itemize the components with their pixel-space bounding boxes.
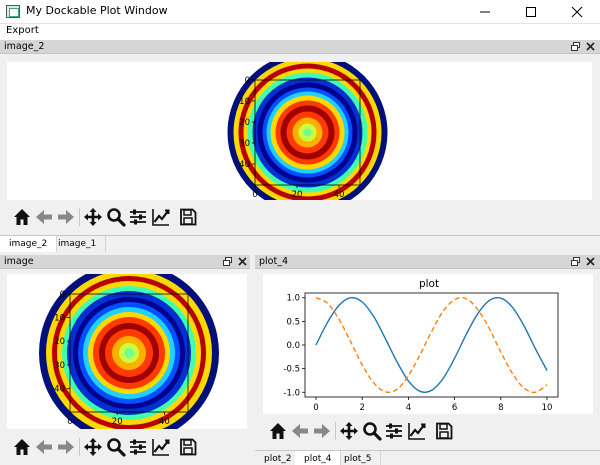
y-tick-label: 40 bbox=[54, 384, 65, 394]
zoom-icon[interactable] bbox=[106, 437, 126, 457]
save-icon[interactable] bbox=[178, 207, 198, 227]
menu-export[interactable]: Export bbox=[6, 25, 39, 36]
edit-axis-icon[interactable] bbox=[151, 437, 171, 457]
toolbar-separator bbox=[335, 422, 336, 440]
dock-title-bar-top[interactable]: image_2 bbox=[0, 40, 600, 54]
pan-icon[interactable] bbox=[83, 207, 103, 227]
toolbar-left bbox=[7, 432, 247, 462]
line-axes: 0 2 4 6 8 10 1.0 0.5 0.0 -0.5 -1.0 bbox=[283, 294, 552, 413]
save-icon[interactable] bbox=[178, 437, 198, 457]
configure-subplots-icon[interactable] bbox=[128, 437, 148, 457]
y-tick-label: 20 bbox=[54, 337, 65, 347]
y-tick-label: 0.5 bbox=[286, 317, 300, 327]
x-tick-label: 20 bbox=[112, 417, 123, 427]
maximize-button[interactable] bbox=[508, 0, 554, 24]
x-tick-label: 10 bbox=[542, 403, 553, 413]
y-tick-label: 0 bbox=[60, 290, 65, 300]
edit-axis-icon[interactable] bbox=[407, 421, 427, 441]
heatmap-frame bbox=[254, 79, 361, 186]
dock-title-left: image bbox=[4, 256, 34, 267]
heatmap-axes: 0 20 40 0 10 20 30 40 bbox=[239, 76, 344, 200]
minimize-button[interactable] bbox=[462, 0, 508, 24]
configure-subplots-icon[interactable] bbox=[384, 421, 404, 441]
y-tick-label: 10 bbox=[54, 314, 65, 324]
figure-canvas-right[interactable]: plot 0 2 4 6 8 10 1.0 0.5 0.0 -0.5 -1.0 bbox=[263, 274, 593, 414]
close-icon[interactable] bbox=[585, 41, 596, 52]
back-arrow-icon[interactable] bbox=[34, 207, 54, 227]
x-tick-label: 4 bbox=[406, 403, 411, 413]
y-tick-label: -0.5 bbox=[283, 365, 300, 375]
close-button[interactable] bbox=[554, 0, 600, 24]
menu-bar: Export bbox=[0, 24, 600, 40]
toolbar-separator bbox=[79, 438, 80, 456]
dock-title-bar-left[interactable]: image bbox=[0, 255, 250, 269]
dock-title-top: image_2 bbox=[4, 41, 45, 52]
y-tick-label: 20 bbox=[239, 118, 250, 128]
forward-arrow-icon[interactable] bbox=[312, 421, 332, 441]
pan-icon[interactable] bbox=[339, 421, 359, 441]
x-tick-label: 40 bbox=[334, 190, 345, 200]
tab-image-1[interactable]: image_1 bbox=[49, 236, 107, 252]
y-tick-label: 10 bbox=[239, 97, 250, 107]
heatmap-image bbox=[39, 263, 219, 443]
toolbar-separator bbox=[79, 208, 80, 226]
y-tick-label: 30 bbox=[54, 361, 65, 371]
float-icon[interactable] bbox=[222, 256, 233, 267]
zoom-icon[interactable] bbox=[362, 421, 382, 441]
chart-title: plot bbox=[419, 278, 439, 290]
y-tick-label: 0.0 bbox=[286, 341, 300, 351]
window-title-bar: My Dockable Plot Window bbox=[0, 0, 600, 24]
y-tick-label: 30 bbox=[239, 139, 250, 149]
heatmap-image bbox=[227, 52, 388, 213]
heatmap-axes: 0 20 40 0 10 20 30 40 bbox=[54, 290, 170, 427]
heatmap-frame bbox=[69, 293, 189, 413]
tab-image-2[interactable]: image_2 bbox=[0, 236, 58, 252]
home-icon[interactable] bbox=[268, 421, 288, 441]
float-icon[interactable] bbox=[570, 256, 581, 267]
x-tick-label: 20 bbox=[292, 190, 303, 200]
forward-arrow-icon[interactable] bbox=[56, 437, 76, 457]
configure-subplots-icon[interactable] bbox=[128, 207, 148, 227]
y-tick-label: 40 bbox=[239, 160, 250, 170]
toolbar-right bbox=[263, 416, 593, 446]
dock-title-bar-right[interactable]: plot_4 bbox=[255, 255, 600, 269]
x-tick-label: 6 bbox=[452, 403, 457, 413]
series-line-1 bbox=[315, 296, 548, 393]
close-icon[interactable] bbox=[585, 256, 596, 267]
zoom-icon[interactable] bbox=[106, 207, 126, 227]
pan-icon[interactable] bbox=[83, 437, 103, 457]
line-series-group bbox=[315, 296, 548, 394]
back-arrow-icon[interactable] bbox=[290, 421, 310, 441]
plot-frame bbox=[304, 292, 559, 398]
save-icon[interactable] bbox=[434, 421, 454, 441]
x-tick-label: 2 bbox=[359, 403, 364, 413]
x-tick-label: 0 bbox=[313, 403, 318, 413]
x-tick-label: 0 bbox=[67, 417, 72, 427]
x-tick-label: 0 bbox=[252, 190, 257, 200]
x-tick-label: 40 bbox=[159, 417, 170, 427]
series-line-2 bbox=[315, 296, 548, 394]
y-tick-label: -1.0 bbox=[283, 388, 300, 398]
close-icon[interactable] bbox=[237, 256, 248, 267]
y-tick-label: 0 bbox=[245, 76, 250, 86]
home-icon[interactable] bbox=[12, 207, 32, 227]
app-icon bbox=[6, 5, 20, 18]
window-title: My Dockable Plot Window bbox=[26, 4, 168, 17]
dock-title-right: plot_4 bbox=[259, 256, 289, 267]
back-arrow-icon[interactable] bbox=[34, 437, 54, 457]
forward-arrow-icon[interactable] bbox=[56, 207, 76, 227]
x-tick-label: 8 bbox=[498, 403, 503, 413]
tab-plot-5[interactable]: plot_5 bbox=[335, 451, 382, 465]
y-tick-label: 1.0 bbox=[286, 294, 300, 304]
home-icon[interactable] bbox=[12, 437, 32, 457]
tab-bar-right: plot_2 plot_4 plot_5 bbox=[255, 450, 600, 465]
tab-bar-top: image_2 image_1 bbox=[0, 235, 600, 252]
tab-plot-4[interactable]: plot_4 bbox=[295, 451, 342, 465]
toolbar-top bbox=[7, 202, 592, 232]
float-icon[interactable] bbox=[570, 41, 581, 52]
edit-axis-icon[interactable] bbox=[151, 207, 171, 227]
